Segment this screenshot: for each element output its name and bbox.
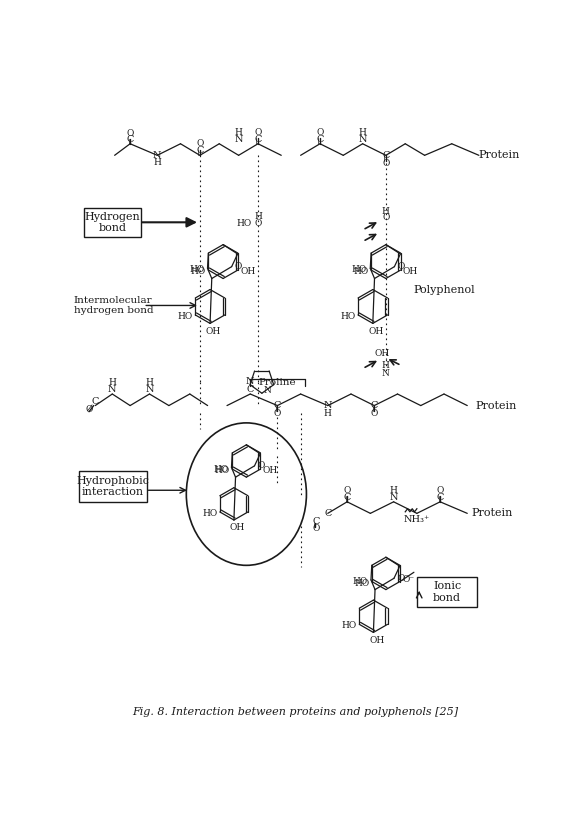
Text: H: H xyxy=(153,158,161,167)
Text: HO: HO xyxy=(352,265,367,274)
FancyBboxPatch shape xyxy=(417,577,478,606)
Text: N: N xyxy=(246,377,255,386)
Text: HO: HO xyxy=(213,464,228,473)
Text: H: H xyxy=(390,486,397,495)
Text: OH: OH xyxy=(263,466,278,475)
Text: H: H xyxy=(108,378,116,387)
Text: H: H xyxy=(324,409,332,418)
Text: Protein: Protein xyxy=(475,401,516,411)
Text: H: H xyxy=(146,378,153,387)
Text: HO: HO xyxy=(342,621,357,630)
Text: HO: HO xyxy=(237,219,252,228)
Text: H: H xyxy=(359,128,366,137)
Text: O: O xyxy=(274,409,281,418)
Text: OH: OH xyxy=(374,350,390,359)
Text: OH: OH xyxy=(206,327,221,336)
Text: C: C xyxy=(255,135,262,144)
Text: Hydrogen
bond: Hydrogen bond xyxy=(85,211,140,233)
Text: N: N xyxy=(145,385,154,394)
Text: HO: HO xyxy=(191,267,206,276)
Text: C: C xyxy=(274,401,281,410)
Text: O: O xyxy=(312,524,320,533)
Text: N: N xyxy=(389,493,398,502)
Text: Proline: Proline xyxy=(259,378,296,387)
Text: Polyphenol: Polyphenol xyxy=(413,285,475,295)
Text: C: C xyxy=(382,150,389,160)
Text: O: O xyxy=(382,213,389,222)
Text: OH: OH xyxy=(403,267,418,276)
Text: O: O xyxy=(343,486,351,495)
Text: N: N xyxy=(153,150,161,160)
FancyBboxPatch shape xyxy=(79,471,147,502)
Text: O⁻: O⁻ xyxy=(402,575,414,584)
Text: OH: OH xyxy=(369,327,384,336)
Text: NH₃⁺: NH₃⁺ xyxy=(404,515,430,524)
Text: Ionic
bond: Ionic bond xyxy=(433,581,461,602)
Text: O: O xyxy=(255,219,262,228)
Text: N: N xyxy=(263,386,271,395)
FancyBboxPatch shape xyxy=(84,207,141,237)
Text: N: N xyxy=(234,135,243,144)
Text: HO: HO xyxy=(353,577,368,586)
Text: C: C xyxy=(324,509,331,518)
Text: O: O xyxy=(397,262,405,272)
Text: C: C xyxy=(343,493,351,502)
Text: N: N xyxy=(358,135,367,144)
Text: HO: HO xyxy=(178,312,193,321)
Text: H: H xyxy=(382,207,390,216)
Text: Protein: Protein xyxy=(479,150,520,160)
Text: OH: OH xyxy=(369,636,384,645)
Text: H: H xyxy=(234,128,242,137)
Text: C: C xyxy=(370,401,378,410)
Text: N: N xyxy=(324,401,332,410)
Text: Hydrophobic
interaction: Hydrophobic interaction xyxy=(77,476,150,498)
Text: O: O xyxy=(255,128,262,137)
Text: O: O xyxy=(316,128,324,137)
Text: C: C xyxy=(127,135,134,144)
Text: O: O xyxy=(370,409,378,418)
Text: H: H xyxy=(382,361,390,370)
Text: HO: HO xyxy=(215,466,230,475)
Text: HO: HO xyxy=(354,267,369,276)
Text: O: O xyxy=(257,461,265,471)
Text: OH: OH xyxy=(230,524,245,533)
Text: C: C xyxy=(312,516,320,525)
Text: C: C xyxy=(247,385,254,394)
Text: N: N xyxy=(382,369,390,378)
Text: O: O xyxy=(382,159,389,167)
Text: C: C xyxy=(316,135,324,144)
Text: OH: OH xyxy=(240,267,256,276)
Text: O: O xyxy=(196,139,203,149)
Text: Intermolecular
hydrogen bond: Intermolecular hydrogen bond xyxy=(74,296,153,315)
Text: O: O xyxy=(397,574,404,583)
Text: HO: HO xyxy=(340,312,356,321)
Text: Protein: Protein xyxy=(471,508,513,519)
Text: N: N xyxy=(108,385,116,394)
Text: HO: HO xyxy=(202,509,218,518)
Text: C: C xyxy=(196,146,203,155)
Text: HO: HO xyxy=(354,579,369,588)
Text: O: O xyxy=(437,486,444,495)
Text: O: O xyxy=(235,262,242,272)
Text: Fig. 8. Interaction between proteins and polyphenols [25]: Fig. 8. Interaction between proteins and… xyxy=(132,707,458,717)
Text: C: C xyxy=(437,493,444,502)
Text: H: H xyxy=(254,212,262,221)
Text: O: O xyxy=(127,128,134,137)
Text: HO: HO xyxy=(189,265,204,274)
Text: C: C xyxy=(92,398,99,406)
Text: O: O xyxy=(85,405,93,414)
